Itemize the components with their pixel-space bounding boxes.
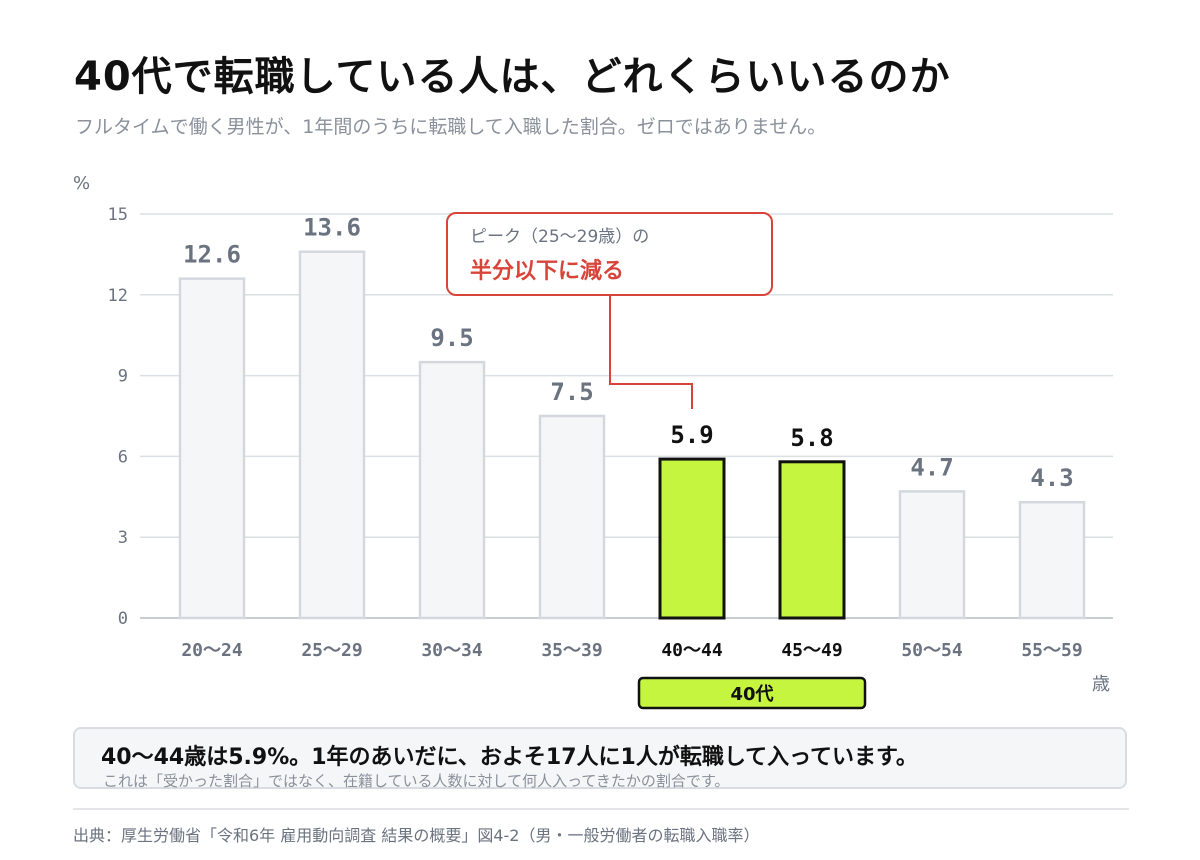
x-tick-label: 55〜59	[1021, 640, 1082, 661]
y-tick-label: 15	[108, 205, 128, 225]
bar-50〜54	[898, 490, 966, 620]
bar-value-label: 5.9	[670, 421, 713, 449]
y-axis-unit-label: %	[73, 173, 90, 194]
footer-divider	[73, 808, 1129, 810]
bar-value-label: 4.3	[1030, 464, 1073, 492]
annotation-line2: 半分以下に減る	[470, 259, 624, 284]
page-title: 40代で転職している人は、どれくらいいるのか	[74, 54, 951, 100]
group-label: 40代	[730, 684, 773, 705]
bar-value-labels: 12.6 13.6 9.5 7.5 5.9 5.8 4.7 4.3	[183, 214, 1074, 492]
group-label-box	[637, 676, 867, 710]
bar-value-label: 7.5	[550, 378, 593, 406]
x-tick-label: 45〜49	[781, 640, 842, 661]
page-subtitle: フルタイムで働く男性が、1年間のうちに転職して入職した割合。ゼロではありません。	[75, 116, 827, 138]
bar-value-label: 13.6	[303, 214, 361, 242]
bar-40〜44	[658, 457, 726, 620]
bar-value-label: 4.7	[910, 453, 953, 481]
bar-20〜24	[178, 277, 246, 620]
bar-chart: 0 3 6 9 12 15 % 12.6 13.6 9.5 7.5 5.9 5.8 4.7 4.3 20…	[73, 173, 1113, 710]
x-tick-label: 35〜39	[541, 640, 602, 661]
y-axis-ticks: 0 3 6 9 12 15	[108, 205, 128, 629]
x-axis-ticks: 20〜24 25〜29 30〜34 35〜39 40〜44 45〜49 50〜54 55〜59	[181, 640, 1082, 661]
summary-main-text: 40〜44歳は5.9%。1年のあいだに、およそ17人に1人が転職して入っています…	[101, 745, 918, 770]
x-tick-label: 50〜54	[901, 640, 963, 661]
y-tick-label: 3	[118, 528, 128, 548]
y-tick-label: 6	[118, 447, 128, 467]
x-tick-label: 25〜29	[301, 640, 362, 661]
bar-55〜59	[1018, 500, 1086, 620]
x-tick-label: 30〜34	[421, 640, 483, 661]
bar-25〜29	[298, 250, 366, 620]
summary-note-text: これは「受かった割合」ではなく、在籍している人数に対して何人入ってきたかの割合で…	[103, 772, 730, 790]
y-tick-label: 12	[108, 286, 128, 306]
bar-30〜34	[418, 360, 486, 620]
x-tick-label: 40〜44	[661, 640, 723, 661]
bar-35〜39	[538, 414, 606, 620]
annotation-connector	[609, 295, 693, 409]
annotation-line1: ピーク（25〜29歳）の	[470, 227, 649, 247]
bar-value-label: 9.5	[430, 324, 473, 352]
y-tick-label: 9	[118, 367, 128, 387]
summary-box: 40〜44歳は5.9%。1年のあいだに、およそ17人に1人が転職して入っています…	[73, 727, 1127, 790]
bar-value-label: 5.8	[790, 424, 833, 452]
y-tick-label: 0	[118, 609, 128, 629]
bar-value-label: 12.6	[183, 241, 241, 269]
bars	[178, 250, 1086, 620]
x-tick-label: 20〜24	[181, 640, 243, 661]
source-citation: 出典：厚生労働省「令和6年 雇用動向調査 結果の概要」図4-2（男・一般労働者の…	[73, 826, 760, 845]
bar-45〜49	[778, 460, 846, 620]
annotation-box	[446, 212, 773, 296]
x-axis-unit-label: 歳	[1092, 674, 1110, 695]
